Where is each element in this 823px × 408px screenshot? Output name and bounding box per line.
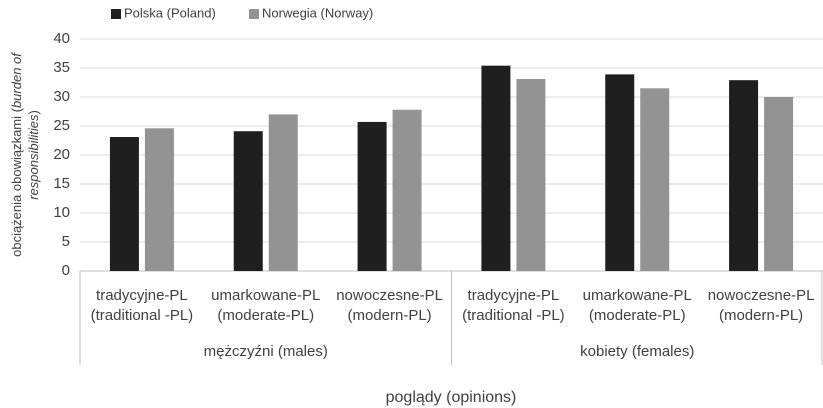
bar: [481, 65, 511, 272]
y-tick-label: 5: [62, 233, 70, 250]
group-label: kobiety (females): [580, 343, 694, 360]
bar: [233, 131, 263, 271]
y-axis-title-part: responsibilities: [26, 114, 41, 200]
y-tick-label: 0: [62, 262, 70, 279]
y-tick-label: 20: [53, 146, 70, 163]
bar: [268, 114, 298, 272]
y-tick-label: 15: [53, 175, 70, 192]
x-tick-label: (modern-PL): [719, 307, 803, 324]
y-axis-title-line: obciążenia obowiązkami (burden of: [9, 52, 24, 257]
x-tick-label: umarkowane-PL: [211, 287, 320, 304]
bar: [729, 80, 759, 272]
y-axis-title-part: burden of: [9, 52, 24, 108]
y-axis-title-line: responsibilities): [26, 110, 41, 200]
legend-label: Polska (Poland): [124, 5, 216, 20]
y-axis-title: obciążenia obowiązkami (burden ofrespons…: [9, 52, 41, 257]
x-tick-label: (moderate-PL): [589, 307, 686, 324]
x-axis-title: poglądy (opinions): [386, 389, 517, 406]
y-axis-title-part: ): [26, 110, 41, 114]
bar: [392, 109, 422, 271]
bar: [516, 79, 546, 272]
legend-label: Norwegia (Norway): [262, 5, 373, 20]
y-axis-title-part: obciążenia obowiązkami (: [9, 107, 24, 257]
x-tick-label: (moderate-PL): [217, 307, 314, 324]
bar: [605, 74, 635, 271]
x-tick-label: tradycyjne-PL: [468, 287, 560, 304]
y-tick-label: 25: [53, 117, 70, 134]
x-tick-label: (traditional -PL): [91, 307, 194, 324]
legend-swatch: [111, 9, 121, 19]
y-tick-label: 35: [53, 59, 70, 76]
x-tick-label: (traditional -PL): [462, 307, 565, 324]
x-tick-label: nowoczesne-PL: [708, 287, 815, 304]
bar: [144, 128, 174, 271]
y-tick-label: 40: [53, 30, 70, 47]
legend-swatch: [249, 9, 259, 19]
x-tick-label: (modern-PL): [347, 307, 431, 324]
bar: [357, 121, 387, 271]
bar: [109, 137, 139, 271]
x-tick-label: nowoczesne-PL: [336, 287, 443, 304]
bar: [640, 88, 670, 271]
group-label: mężczyźni (males): [204, 343, 328, 360]
x-tick-label: umarkowane-PL: [583, 287, 692, 304]
bar: [764, 97, 794, 271]
x-tick-label: tradycyjne-PL: [96, 287, 188, 304]
y-tick-label: 30: [53, 88, 70, 105]
y-tick-label: 10: [53, 204, 70, 221]
